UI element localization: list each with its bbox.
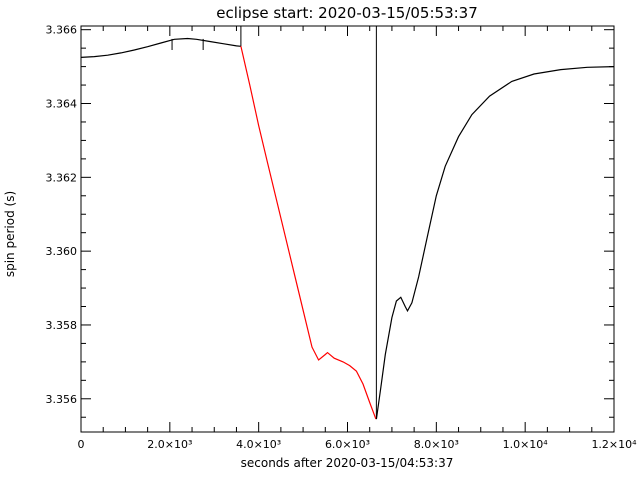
y-tick-label: 3.362 (46, 171, 78, 184)
series-line-1 (80, 37, 241, 58)
y-tick-label: 3.358 (46, 319, 78, 332)
chart-title: eclipse start: 2020-03-15/05:53:37 (216, 4, 478, 22)
x-tick-label: 4.0×10³ (236, 438, 281, 451)
x-tick-label: 2.0×10³ (147, 438, 192, 451)
y-tick-label: 3.364 (46, 98, 78, 111)
x-tick-label: 8.0×10³ (414, 438, 459, 451)
plot-frame (80, 25, 615, 433)
x-axis-label: seconds after 2020-03-15/04:53:37 (241, 456, 454, 470)
y-tick-label: 3.356 (46, 393, 78, 406)
x-tick-label: 6.0×10³ (325, 438, 370, 451)
x-tick-label: 1.0×10⁴ (503, 438, 549, 451)
series-line-2 (240, 46, 377, 420)
y-tick-label: 3.360 (46, 245, 78, 258)
eclipse-box (240, 25, 377, 420)
x-tick-label: 1.2×10⁴ (591, 438, 637, 451)
x-tick-label: 0 (78, 438, 85, 451)
y-axis-label: spin period (s) (3, 191, 17, 277)
plot-area: 0 2.0×10³ 4.0×10³ 6.0×10³ 8.0×10³ 1.0×10⁴ 1.2×… (46, 24, 638, 451)
y-tick-label: 3.366 (46, 24, 78, 37)
series-line-3 (375, 66, 615, 420)
